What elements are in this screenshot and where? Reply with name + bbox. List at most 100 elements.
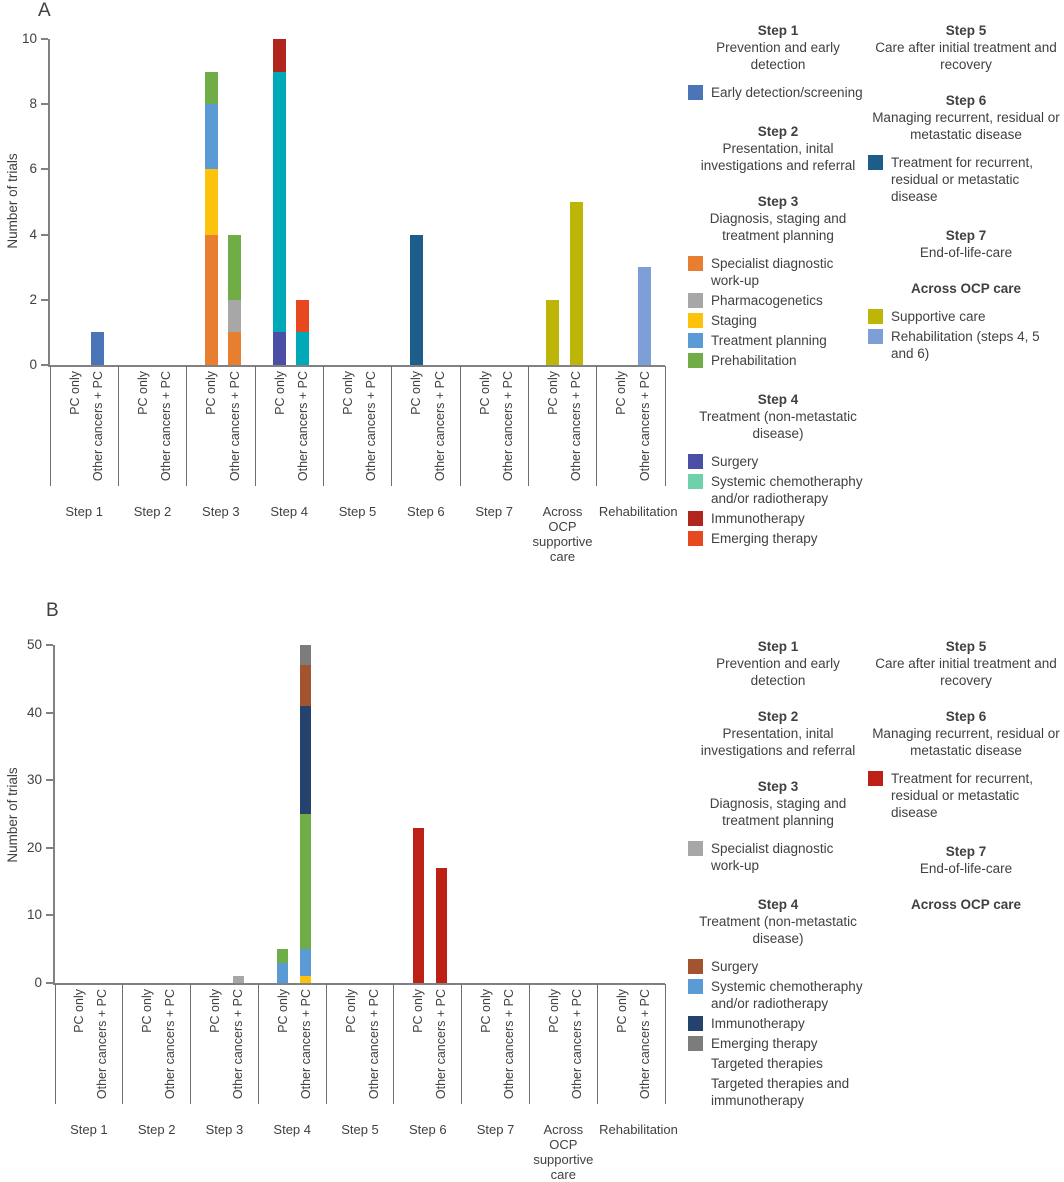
group-divider — [461, 984, 463, 1104]
legend-item: Prehabilitation — [688, 352, 868, 369]
bar-label: Other cancers + PC — [364, 371, 379, 482]
group-divider — [49, 366, 51, 486]
legend-step-heading: Step 7 — [945, 228, 987, 243]
legend-items: Treatment for recurrent, residual or met… — [868, 154, 1064, 205]
legend-step-subtitle: Prevention and early detection — [716, 656, 840, 688]
bar-segment — [569, 202, 583, 365]
legend-swatch — [688, 1016, 703, 1031]
bar-segment — [412, 827, 424, 983]
legend-swatch — [688, 531, 703, 546]
y-axis-tick — [41, 103, 48, 106]
y-axis-tick-label: 30 — [26, 772, 42, 788]
legend-step-subtitle: Treatment (non-metastatic disease) — [699, 914, 857, 946]
legend-step-heading: Across OCP care — [910, 281, 1022, 296]
legend-step-block: Step 4 Treatment (non-metastatic disease)… — [688, 896, 868, 1112]
bar-label: PC only — [545, 371, 560, 415]
y-axis-tick — [46, 779, 53, 782]
legend-item: Early detection/screening — [688, 84, 868, 101]
y-axis-tick — [41, 364, 48, 366]
legend-swatch — [688, 256, 703, 271]
legend-step-block: Across OCP care Supportive care Rehabilita… — [868, 280, 1064, 365]
legend-step-block: Step 6 Managing recurrent, residual or me… — [868, 708, 1064, 824]
bar-label: PC only — [411, 989, 426, 1033]
legend-step-subtitle: End-of-life-care — [919, 245, 1013, 260]
legend-step-block: Step 7 End-of-life-care — [868, 843, 1064, 877]
legend-item: Treatment planning — [688, 332, 868, 349]
group-label: Across OCP supportive care — [533, 1122, 594, 1182]
legend-step-block: Step 1 Prevention and early detection — [688, 638, 868, 689]
legend-swatch — [688, 333, 703, 348]
legend-swatch — [688, 293, 703, 308]
legend-items: Early detection/screening — [688, 84, 868, 101]
bar-label: PC only — [409, 371, 424, 415]
bar-segment — [638, 267, 651, 365]
legend-swatch — [688, 353, 703, 368]
legend-item-label: Emerging therapy — [711, 531, 818, 546]
legend-swatch — [868, 309, 883, 324]
legend-item-label: Staging — [711, 313, 757, 328]
bar-label: PC only — [140, 989, 155, 1033]
legend-item: Emerging therapy — [688, 1035, 868, 1052]
legend-item: Surgery — [688, 453, 868, 470]
bar-segment — [409, 234, 423, 365]
group-label: Step 5 — [338, 504, 377, 519]
legend-step-block: Step 3 Diagnosis, staging and treatment p… — [688, 193, 868, 372]
bar-label: Other cancers + PC — [432, 371, 447, 482]
legend-item: Specialist diagnostic work-up — [688, 840, 868, 874]
legend-item-label: Treatment for recurrent, residual or met… — [891, 155, 1034, 204]
legend-swatch — [688, 511, 703, 526]
bar-segment — [300, 645, 312, 666]
legend-step-subtitle: Care after initial treatment and recover… — [875, 40, 1057, 72]
bar-segment — [273, 39, 287, 72]
y-axis-tick-label: 2 — [29, 291, 37, 307]
legend-step-heading: Step 7 — [945, 844, 987, 859]
bar-label: Other cancers + PC — [366, 989, 381, 1100]
bar-label: Other cancers + PC — [298, 989, 313, 1100]
group-divider — [596, 984, 598, 1104]
bar-segment — [204, 71, 218, 105]
legend-swatch — [688, 1036, 703, 1051]
legend-item: Rehabilitation (steps 4, 5 and 6) — [868, 328, 1064, 362]
x-axis-line — [48, 365, 665, 367]
legend-step-block: Step 1 Prevention and early detection Earl… — [688, 22, 868, 104]
bar-label: Other cancers + PC — [569, 371, 584, 482]
group-divider — [325, 984, 327, 1104]
legend-step-block: Step 6 Managing recurrent, residual or me… — [868, 92, 1064, 208]
group-label: Step 7 — [476, 1122, 515, 1137]
bar-segment — [300, 705, 312, 814]
legend-items: Treatment for recurrent, residual or met… — [868, 770, 1064, 821]
legend-item-label: Targeted therapies — [711, 1056, 823, 1071]
bar-label: PC only — [477, 371, 492, 415]
bar-segment — [228, 299, 241, 333]
legend-swatch — [688, 474, 703, 489]
y-axis-tick-label: 10 — [26, 907, 42, 923]
group-label: Across OCP supportive care — [532, 504, 593, 564]
bar-label: Other cancers + PC — [95, 989, 110, 1100]
legend-item: Treatment for recurrent, residual or met… — [868, 154, 1064, 205]
legend-step-heading: Step 6 — [945, 709, 987, 724]
bar-label: Other cancers + PC — [295, 371, 310, 482]
group-divider — [528, 984, 530, 1104]
legend-item-label: Surgery — [711, 454, 759, 469]
group-label: Step 7 — [475, 504, 513, 519]
legend-step-block: Step 2 Presentation, inital investigation… — [688, 123, 868, 174]
bar-segment — [204, 234, 218, 365]
legend-swatch — [688, 959, 703, 974]
legend-swatch — [688, 85, 703, 100]
y-axis-tick-label: 8 — [29, 96, 37, 112]
bar-label: PC only — [272, 371, 287, 415]
group-divider — [190, 984, 192, 1104]
legend-step-subtitle: Diagnosis, staging and treatment plannin… — [709, 211, 847, 243]
legend-step-heading: Step 2 — [757, 124, 799, 139]
bar-label: PC only — [135, 371, 150, 415]
legend-a-column-1: Step 1 Prevention and early detection Earl… — [688, 22, 868, 569]
bar-label: Other cancers + PC — [434, 989, 449, 1100]
legend-item-label: Pharmacogenetics — [711, 293, 823, 308]
bar-label: Other cancers + PC — [90, 371, 105, 482]
legend-step-block: Step 5 Care after initial treatment and r… — [868, 638, 1064, 689]
y-axis-tick-label: 20 — [26, 839, 42, 855]
bar-segment — [232, 976, 244, 983]
legend-item-label: Targeted therapies and immunotherapy — [711, 1076, 850, 1108]
bar-segment — [277, 949, 289, 963]
y-axis-tick-label: 4 — [29, 226, 37, 242]
